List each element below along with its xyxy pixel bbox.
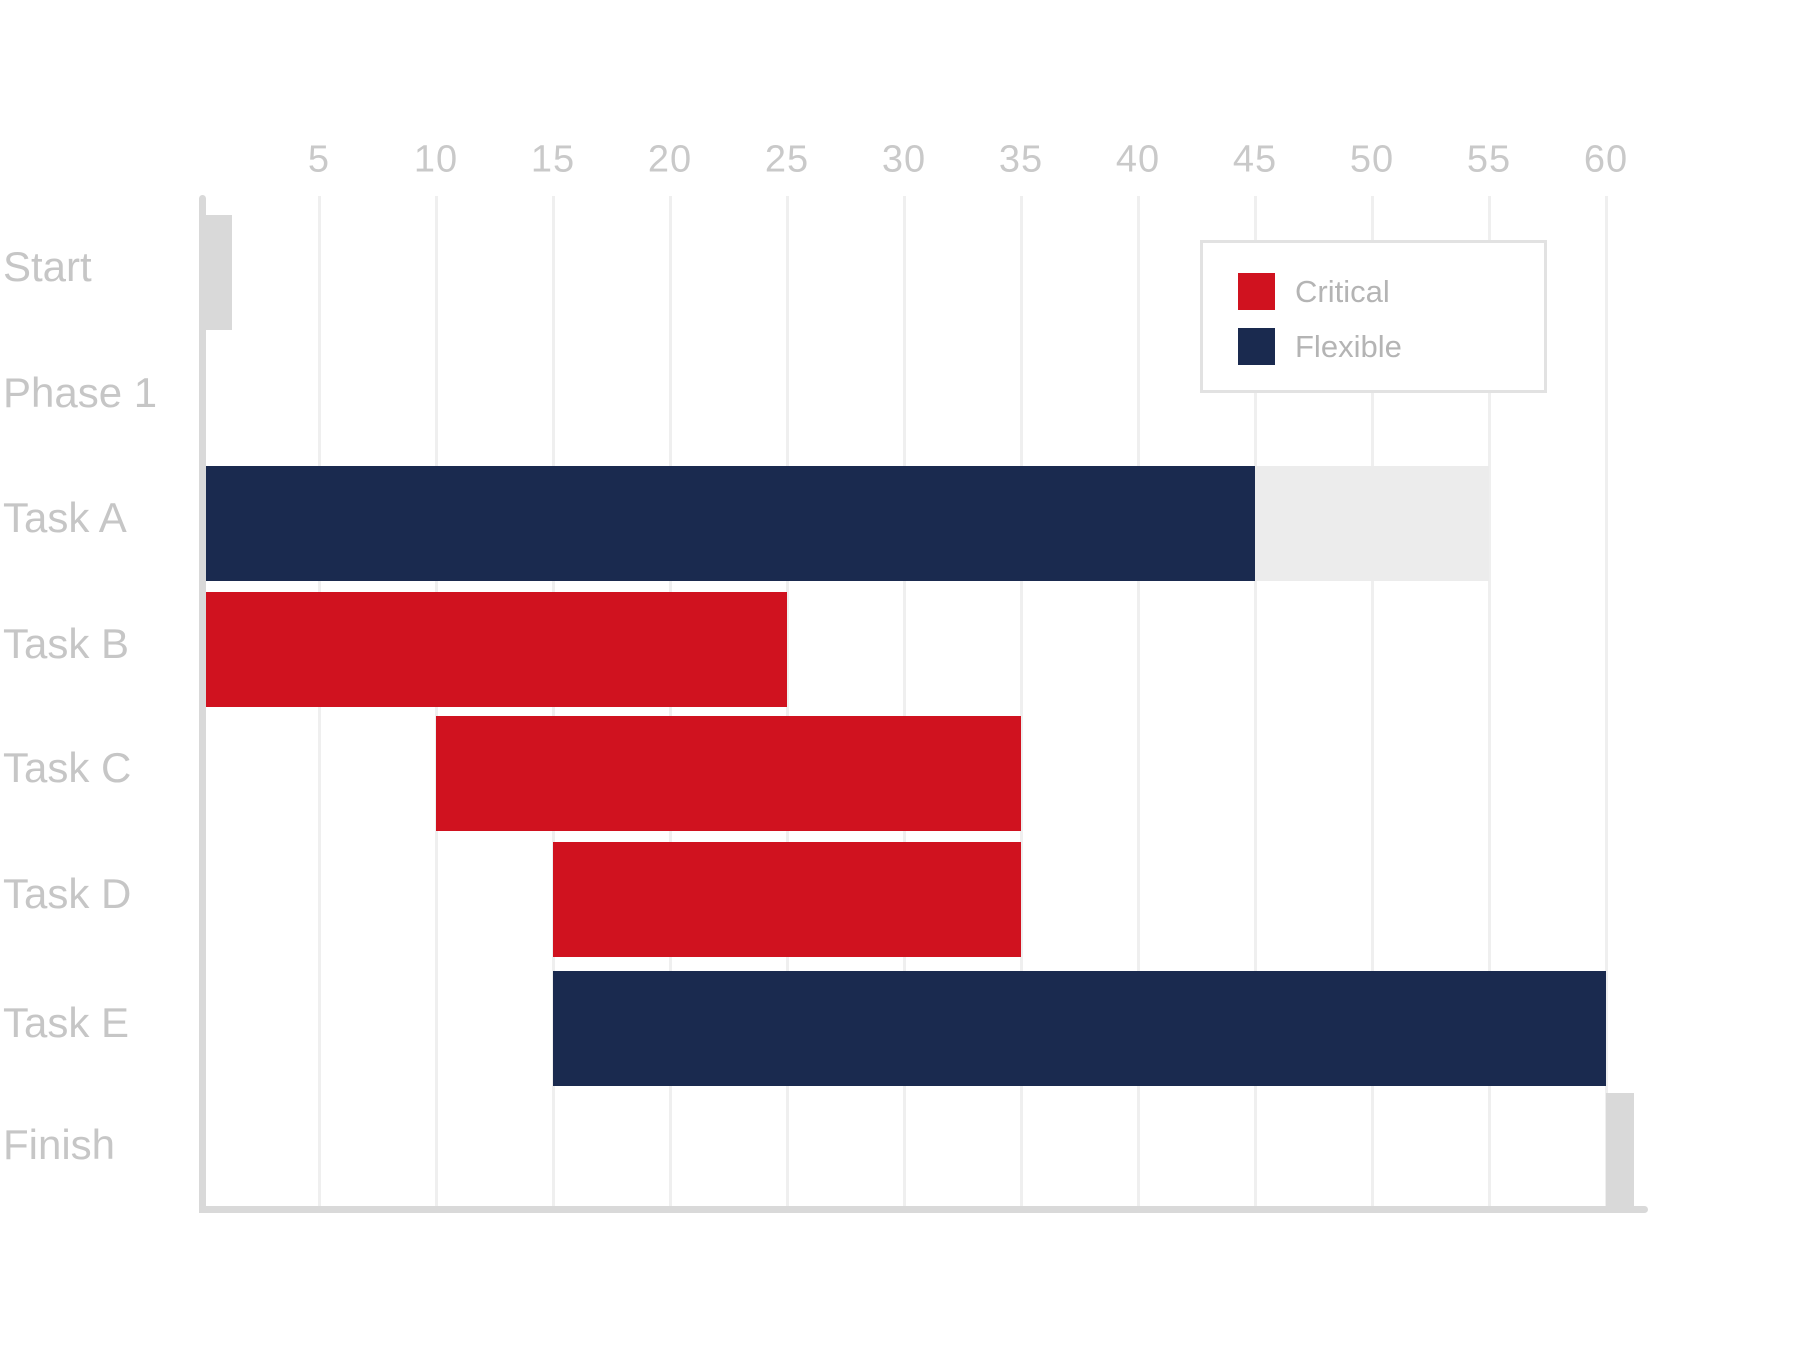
legend: Critical Flexible (1200, 240, 1547, 393)
legend-item-critical: Critical (1238, 273, 1544, 310)
bar-task-d-critical (553, 842, 1021, 957)
x-tick-label-25: 25 (764, 138, 810, 181)
gridline-45 (1253, 196, 1257, 1206)
x-tick-label-50: 50 (1349, 138, 1395, 181)
category-label-task-e: Task E (3, 999, 130, 1046)
x-tick-label-60: 60 (1583, 138, 1629, 181)
x-tick-label-5: 5 (307, 138, 331, 181)
bar-task-b-critical (202, 592, 787, 707)
x-tick-label-40: 40 (1115, 138, 1161, 181)
x-tick-label-20: 20 (647, 138, 693, 181)
category-label-task-d: Task D (3, 870, 132, 917)
gridline-35 (1019, 196, 1023, 1206)
bar-task-a-slack (1255, 466, 1489, 581)
x-tick-label-45: 45 (1232, 138, 1278, 181)
category-label-task-b: Task B (3, 620, 130, 667)
gridline-50 (1370, 196, 1374, 1206)
bar-task-e-flexible (553, 971, 1606, 1086)
bar-finish-milestone (1606, 1093, 1635, 1208)
legend-label: Critical (1295, 273, 1390, 309)
x-tick-label-30: 30 (881, 138, 927, 181)
category-label-task-c: Task C (3, 744, 132, 791)
gridline-40 (1136, 196, 1140, 1206)
x-tick-label-10: 10 (413, 138, 459, 181)
flexible-swatch-icon (1238, 328, 1275, 365)
gridline-30 (902, 196, 906, 1206)
legend-label: Flexible (1295, 328, 1402, 364)
bar-task-a-flexible (202, 466, 1255, 581)
x-tick-label-35: 35 (998, 138, 1044, 181)
critical-swatch-icon (1238, 273, 1275, 310)
gridline-55 (1487, 196, 1491, 1206)
x-tick-label-55: 55 (1466, 138, 1512, 181)
legend-item-flexible: Flexible (1238, 328, 1544, 365)
gridline-60 (1604, 196, 1608, 1206)
bar-start-milestone (202, 215, 233, 330)
bar-task-c-critical (436, 716, 1021, 831)
x-axis-line (199, 1206, 1648, 1213)
x-tick-label-15: 15 (530, 138, 576, 181)
y-axis-line (199, 195, 206, 1213)
gridline-25 (785, 196, 789, 1206)
category-label-finish: Finish (3, 1121, 116, 1168)
category-label-phase-1: Phase 1 (3, 369, 158, 416)
category-label-start: Start (3, 243, 92, 290)
category-label-task-a: Task A (3, 494, 127, 541)
